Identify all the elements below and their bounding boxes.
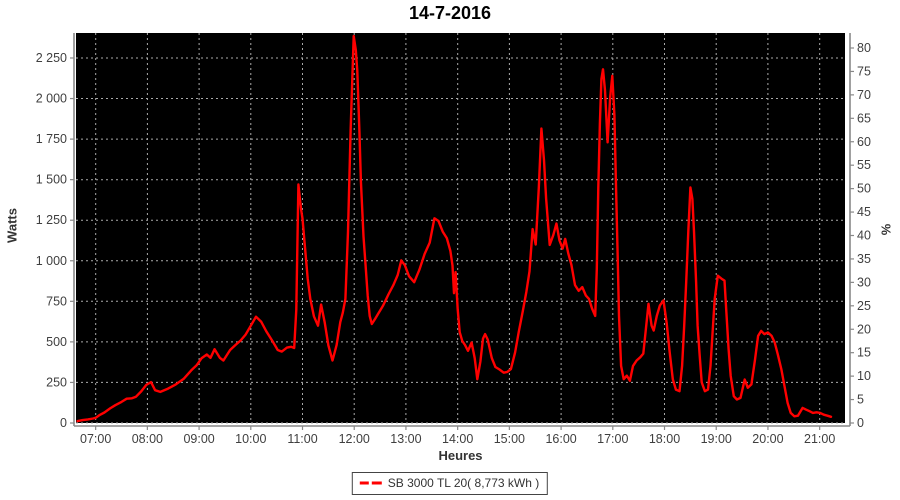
y-right-tick-label: 55: [857, 158, 871, 172]
x-tick-label: 11:00: [287, 432, 317, 446]
x-tick-label: 16:00: [545, 432, 576, 446]
y-right-tick-label: 25: [857, 299, 871, 313]
y-right-tick-label: 10: [857, 369, 871, 383]
y-right-tick-label: 0: [857, 416, 864, 430]
y-right-tick-label: 15: [857, 346, 871, 360]
y-left-tick-label: 750: [46, 294, 67, 308]
x-axis-label-heures: Heures: [438, 448, 483, 463]
y-right-tick-label: 70: [857, 88, 871, 102]
y-left-tick-label: 0: [60, 416, 67, 430]
tick-marks: [70, 47, 854, 430]
y-right-tick-label: 80: [857, 41, 871, 55]
x-tick-label: 10:00: [235, 432, 266, 446]
legend-line-icon: [359, 481, 382, 485]
x-tick-label: 08:00: [132, 432, 163, 446]
x-tick-label: 18:00: [649, 432, 680, 446]
y-left-tick-label: 250: [46, 375, 67, 389]
y-right-tick-label: 20: [857, 322, 871, 336]
y-right-tick-label: 5: [857, 393, 864, 407]
y-left-tick-label: 2 250: [36, 51, 67, 65]
x-tick-label: 12:00: [339, 432, 370, 446]
y-right-tick-label: 60: [857, 135, 871, 149]
y-right-tick-label: 50: [857, 182, 871, 196]
y-axis-label-watts: Watts: [4, 208, 20, 243]
y-right-tick-label: 75: [857, 64, 871, 78]
x-tick-label: 13:00: [390, 432, 421, 446]
x-tick-label: 17:00: [597, 432, 628, 446]
x-tick-label: 21:00: [804, 432, 835, 446]
y-left-tick-label: 500: [46, 335, 67, 349]
y-left-tick-label: 1 000: [36, 254, 67, 268]
chart-title: 14-7-2016: [408, 3, 492, 23]
legend-label: SB 3000 TL 20( 8,773 kWh ): [387, 476, 540, 490]
series-line: [76, 34, 833, 423]
x-tick-label: 07:00: [80, 432, 111, 446]
y-right-tick-label: 30: [857, 275, 871, 289]
x-tick-label: 15:00: [494, 432, 525, 446]
y-left-tick-label: 1 750: [36, 132, 67, 146]
x-tick-label: 20:00: [752, 432, 783, 446]
y-right-tick-label: 40: [857, 229, 871, 243]
y-right-tick-label: 35: [857, 252, 871, 266]
y-right-tick-label: 65: [857, 111, 871, 125]
y-right-tick-label: 45: [857, 205, 871, 219]
x-tick-label: 14:00: [442, 432, 473, 446]
legend-box: SB 3000 TL 20( 8,773 kWh ): [351, 472, 549, 495]
x-tick-label: 19:00: [701, 432, 732, 446]
y-left-tick-label: 1 500: [36, 173, 67, 187]
y-left-tick-label: 2 000: [36, 92, 67, 106]
y-axis-label-percent: %: [878, 223, 894, 236]
x-tick-label: 09:00: [183, 432, 214, 446]
y-left-tick-label: 1 250: [36, 213, 67, 227]
